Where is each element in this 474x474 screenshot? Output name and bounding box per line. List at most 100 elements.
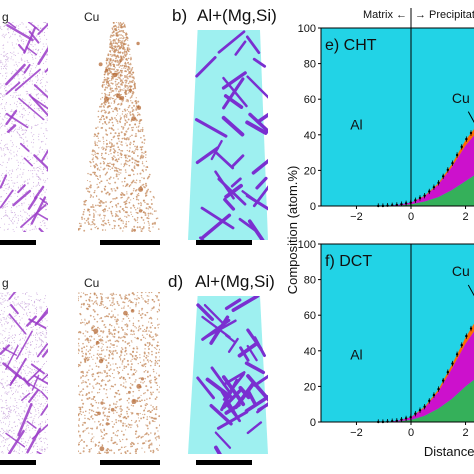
mg-atom-dot (0, 297, 2, 299)
cu-atom-dot (104, 111, 107, 114)
mg-atom-dot (5, 362, 7, 364)
cu-atom-dot (156, 388, 159, 391)
mg-atom-dot (7, 314, 9, 316)
mg-atom-dot (22, 365, 24, 367)
cu-atom-dot (148, 227, 151, 229)
mg-atom-dot (22, 80, 24, 82)
cu-atom-dot (98, 392, 100, 394)
mg-atom-dot (37, 183, 39, 185)
cu-atom-dot (104, 229, 107, 231)
y-tick-label: 0 (310, 201, 316, 213)
cu-atom-dot (84, 414, 86, 417)
cu-atom-dot (143, 381, 146, 383)
mg-atom-dot (8, 444, 10, 446)
cu-atom-dot (138, 328, 140, 330)
cu-atom-dot (122, 52, 124, 55)
cu-atom-dot (101, 399, 104, 401)
cu-atom-dot (98, 121, 101, 123)
mg-atom-dot (11, 158, 13, 160)
cu-atom-dot (115, 167, 118, 170)
mg-atom-dot (30, 334, 32, 336)
cu-atom-dot (90, 165, 92, 167)
cu-atom-dot (87, 417, 89, 420)
cu-atom-dot (100, 296, 103, 299)
cu-atom-dot (83, 430, 85, 432)
cu-atom-dot (127, 174, 130, 177)
mg-atom-dot (14, 193, 16, 195)
mg-atom-dot (47, 111, 49, 113)
mg-atom-dot (14, 293, 16, 295)
mg-atom-dot (5, 33, 7, 35)
mg-atom-dot (6, 28, 8, 30)
cu-atom-dot (151, 350, 153, 353)
cu-atom-dot (149, 391, 152, 394)
cu-atom-dot (111, 158, 114, 161)
panel-label: f) DCT (325, 253, 372, 270)
mg-atom-dot (17, 65, 19, 67)
cu-atom-dot (155, 372, 158, 374)
mg-atom-dot (5, 109, 7, 111)
cu-atom-dot (110, 96, 112, 99)
mg-atom-dot (8, 223, 10, 225)
mg-atom-dot (15, 451, 17, 453)
x-tick-label: 2 (462, 211, 468, 223)
cu-atom-dot (127, 160, 129, 163)
cu-atom-dot (145, 370, 147, 372)
cu-atom-dot (124, 109, 127, 112)
cu-atom-dot (154, 333, 157, 336)
cu-atom-dot (85, 349, 87, 351)
cu-atom-dot (83, 218, 86, 220)
cu-atom-dot (120, 172, 122, 174)
data-point (455, 153, 459, 157)
cu-atom-dot (116, 411, 118, 414)
mg-atom-dot (27, 442, 29, 444)
cu-atom-dot (130, 363, 133, 365)
mg-atom-dot (44, 431, 46, 433)
cu-atom-dot (129, 72, 132, 75)
mg-atom-dot (46, 373, 48, 375)
mg-atom-dot (0, 61, 2, 63)
mg-atom-dot (10, 83, 12, 85)
cu-atom-dot (133, 333, 135, 335)
mg-atom-dot (15, 382, 17, 384)
cu-atom-dot (117, 146, 120, 149)
mg-atom-dot (19, 94, 21, 96)
mg-atom-dot (34, 301, 36, 303)
mg-atom-dot (26, 140, 28, 142)
cu-atom-dot (81, 374, 85, 377)
cu-atom-dot (106, 374, 109, 377)
cu-atom-dot (144, 362, 147, 365)
cu-atom-dot (128, 75, 131, 78)
cu-atom-dot (124, 75, 126, 77)
mg-atom-dot (47, 45, 49, 47)
cu-atom-dot (108, 313, 111, 315)
mg-precipitate-streak (33, 154, 52, 173)
mg-atom-dot (34, 169, 36, 171)
cu-atom-dot (78, 364, 81, 367)
cu-atom-dot (91, 299, 93, 302)
mg-atom-dot (29, 229, 31, 231)
cu-atom-dot (114, 220, 116, 222)
mg-atom-dot (6, 90, 8, 92)
cu-atom-dot (120, 376, 123, 378)
cu-atom-dot (116, 142, 119, 145)
mg-atom-dot (12, 144, 14, 146)
cu-atom-dot (156, 362, 159, 365)
cu-atom-dot (149, 410, 152, 413)
cu-atom-dot (158, 291, 161, 294)
cu-atom-dot (84, 375, 86, 378)
cu-atom-dot (93, 173, 96, 176)
mg-atom-dot (38, 438, 40, 440)
mg-atom-dot (43, 151, 45, 153)
mg-atom-dot (22, 172, 24, 174)
cu-atom-dot (108, 111, 110, 113)
mg-atom-dot (30, 105, 32, 107)
mg-atom-dot (35, 403, 37, 405)
cu-atom-dot (89, 314, 92, 317)
mg-atom-dot (11, 42, 13, 44)
cu-atom-dot (120, 125, 123, 128)
cu-atom-dot (132, 301, 134, 304)
cu-atom-dot (125, 142, 127, 144)
mg-atom-dot (24, 429, 26, 431)
cu-atom-dot (146, 194, 148, 196)
